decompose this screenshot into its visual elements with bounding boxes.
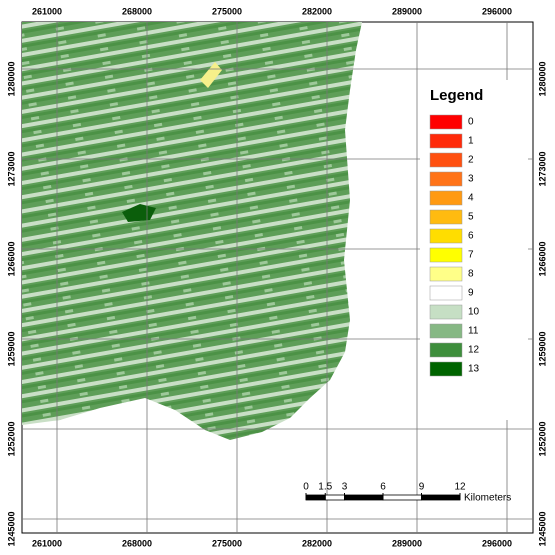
scale-segment [421,494,461,501]
legend-swatch [429,361,463,377]
legend-swatch [429,266,463,282]
x-coord-label: 282000 [302,538,332,548]
scale-unit: Kilometers [464,493,511,504]
legend-label: 4 [468,193,474,204]
scale-segment [324,494,345,501]
scale-label: 12 [454,482,466,493]
y-coord-label: 1273000 [537,151,547,186]
y-coord-label: 1252000 [537,421,547,456]
scale-label: 1.5 [318,482,332,493]
y-coord-label: 1252000 [6,421,16,456]
legend-swatch [429,228,463,244]
y-coord-label: 1245000 [6,511,16,546]
scale-segment [305,494,326,501]
legend-label: 6 [468,231,474,242]
x-coord-label: 275000 [212,6,242,16]
legend-label: 12 [468,345,480,356]
y-coord-label: 1245000 [537,511,547,546]
legend-label: 8 [468,269,474,280]
scale-label: 0 [303,482,309,493]
x-coord-label: 289000 [392,538,422,548]
y-coord-label: 1266000 [6,241,16,276]
x-coord-label: 296000 [482,6,512,16]
scale-segment [382,494,422,501]
x-coord-label: 275000 [212,538,242,548]
legend-swatch [429,247,463,263]
x-coord-label: 261000 [32,6,62,16]
x-coord-label: 282000 [302,6,332,16]
legend-swatch [429,152,463,168]
legend-label: 3 [468,174,474,185]
legend-swatch [429,323,463,339]
legend-swatch [429,304,463,320]
y-coord-label: 1259000 [6,331,16,366]
x-coord-label: 296000 [482,538,512,548]
x-coord-label: 268000 [122,538,152,548]
legend-swatch [429,133,463,149]
legend-label: 10 [468,307,480,318]
x-coord-label: 261000 [32,538,62,548]
x-coord-label: 268000 [122,6,152,16]
legend-swatch [429,342,463,358]
x-coord-label: 289000 [392,6,422,16]
legend-swatch [429,190,463,206]
y-coord-label: 1266000 [537,241,547,276]
dense-patch [122,204,156,222]
legend-label: 2 [468,155,474,166]
legend-label: 13 [468,364,480,375]
scale-label: 3 [342,482,348,493]
legend-label: 0 [468,117,474,128]
vegetation-raster [22,22,362,440]
legend-label: 11 [468,326,479,337]
scale-label: 6 [380,482,386,493]
y-coord-label: 1280000 [537,61,547,96]
scale-label: 9 [419,482,425,493]
y-coord-label: 1259000 [537,331,547,366]
legend-swatch [429,209,463,225]
y-coord-label: 1280000 [6,61,16,96]
legend-label: 5 [468,212,474,223]
legend-swatch [429,285,463,301]
legend-title: Legend [430,87,483,104]
legend-swatch [429,114,463,130]
legend-label: 7 [468,250,474,261]
legend-label: 9 [468,288,474,299]
legend-swatch [429,171,463,187]
scale-segment [344,494,384,501]
legend-label: 1 [468,136,474,147]
urban-patch [200,62,222,88]
y-coord-label: 1273000 [6,151,16,186]
